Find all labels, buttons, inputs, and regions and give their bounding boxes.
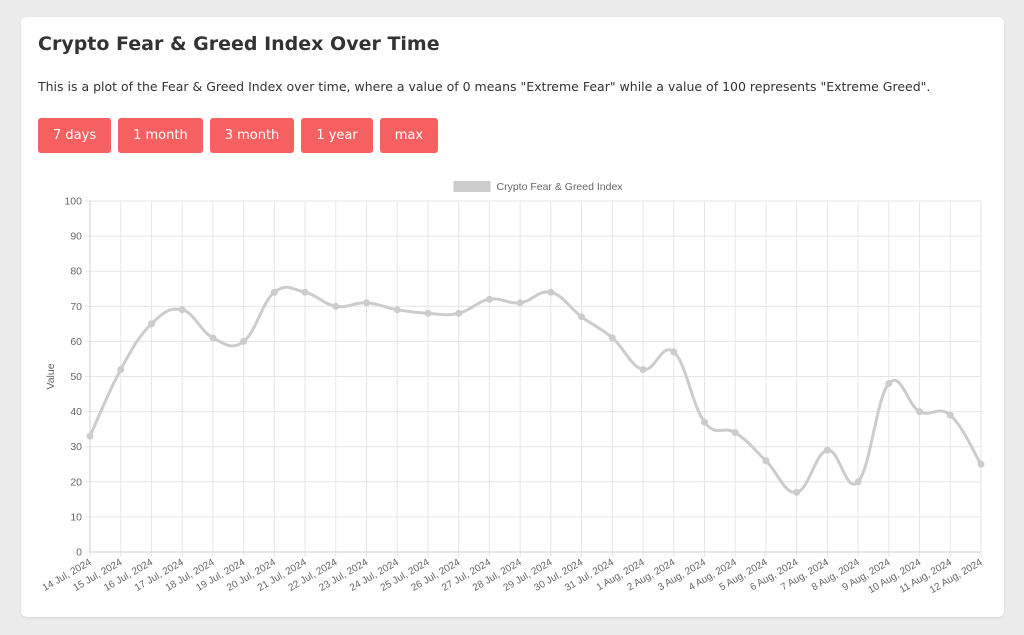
- data-point: [86, 432, 94, 440]
- data-point: [977, 460, 985, 468]
- data-point: [332, 302, 340, 310]
- data-point: [946, 411, 954, 419]
- data-point: [762, 457, 770, 465]
- y-tick-label: 100: [64, 196, 82, 208]
- y-axis-title: Value: [45, 363, 57, 389]
- data-point: [793, 488, 801, 496]
- data-point: [670, 348, 678, 356]
- data-point: [209, 334, 217, 342]
- data-point: [240, 337, 248, 345]
- data-point: [117, 365, 125, 373]
- series-line: [88, 285, 983, 494]
- data-point: [885, 380, 893, 388]
- y-tick-label: 70: [70, 301, 82, 313]
- chart-description: This is a plot of the Fear & Greed Index…: [38, 79, 931, 94]
- y-tick-label: 90: [70, 231, 82, 243]
- y-tick-label: 50: [70, 371, 82, 383]
- data-point: [731, 429, 739, 437]
- range-max-button[interactable]: max: [379, 118, 439, 153]
- data-point: [516, 299, 524, 307]
- data-point: [823, 446, 831, 454]
- chart-legend: Crypto Fear & Greed Index: [453, 181, 624, 193]
- data-point: [455, 309, 463, 317]
- range-button-group: 7 days 1 month 3 month 1 year max: [38, 118, 439, 153]
- chart-card: Crypto Fear & Greed Index Over Time This…: [21, 17, 1004, 617]
- range-3-month-button[interactable]: 3 month: [209, 118, 295, 153]
- data-point: [178, 306, 186, 314]
- data-point: [393, 306, 401, 314]
- data-point: [700, 418, 708, 426]
- legend-label: Crypto Fear & Greed Index: [497, 181, 624, 193]
- data-point: [270, 288, 278, 296]
- data-point: [301, 288, 309, 296]
- y-tick-label: 0: [76, 547, 82, 559]
- data-point: [363, 299, 371, 307]
- y-tick-label: 60: [70, 336, 82, 348]
- data-point: [916, 408, 924, 416]
- range-1-month-button[interactable]: 1 month: [118, 118, 203, 153]
- data-point: [547, 288, 555, 296]
- legend-swatch: [453, 181, 491, 192]
- y-tick-label: 40: [70, 406, 82, 418]
- range-1-year-button[interactable]: 1 year: [301, 118, 373, 153]
- data-point: [424, 309, 432, 317]
- y-tick-label: 80: [70, 266, 82, 278]
- data-point: [147, 320, 155, 328]
- page-title: Crypto Fear & Greed Index Over Time: [38, 33, 440, 55]
- data-point: [578, 313, 586, 321]
- range-7-days-button[interactable]: 7 days: [38, 118, 112, 153]
- y-tick-label: 10: [70, 511, 82, 523]
- data-point: [639, 365, 647, 373]
- data-point: [854, 478, 862, 486]
- data-point: [485, 295, 493, 303]
- y-tick-label: 20: [70, 476, 82, 488]
- data-point: [608, 334, 616, 342]
- y-tick-label: 30: [70, 441, 82, 453]
